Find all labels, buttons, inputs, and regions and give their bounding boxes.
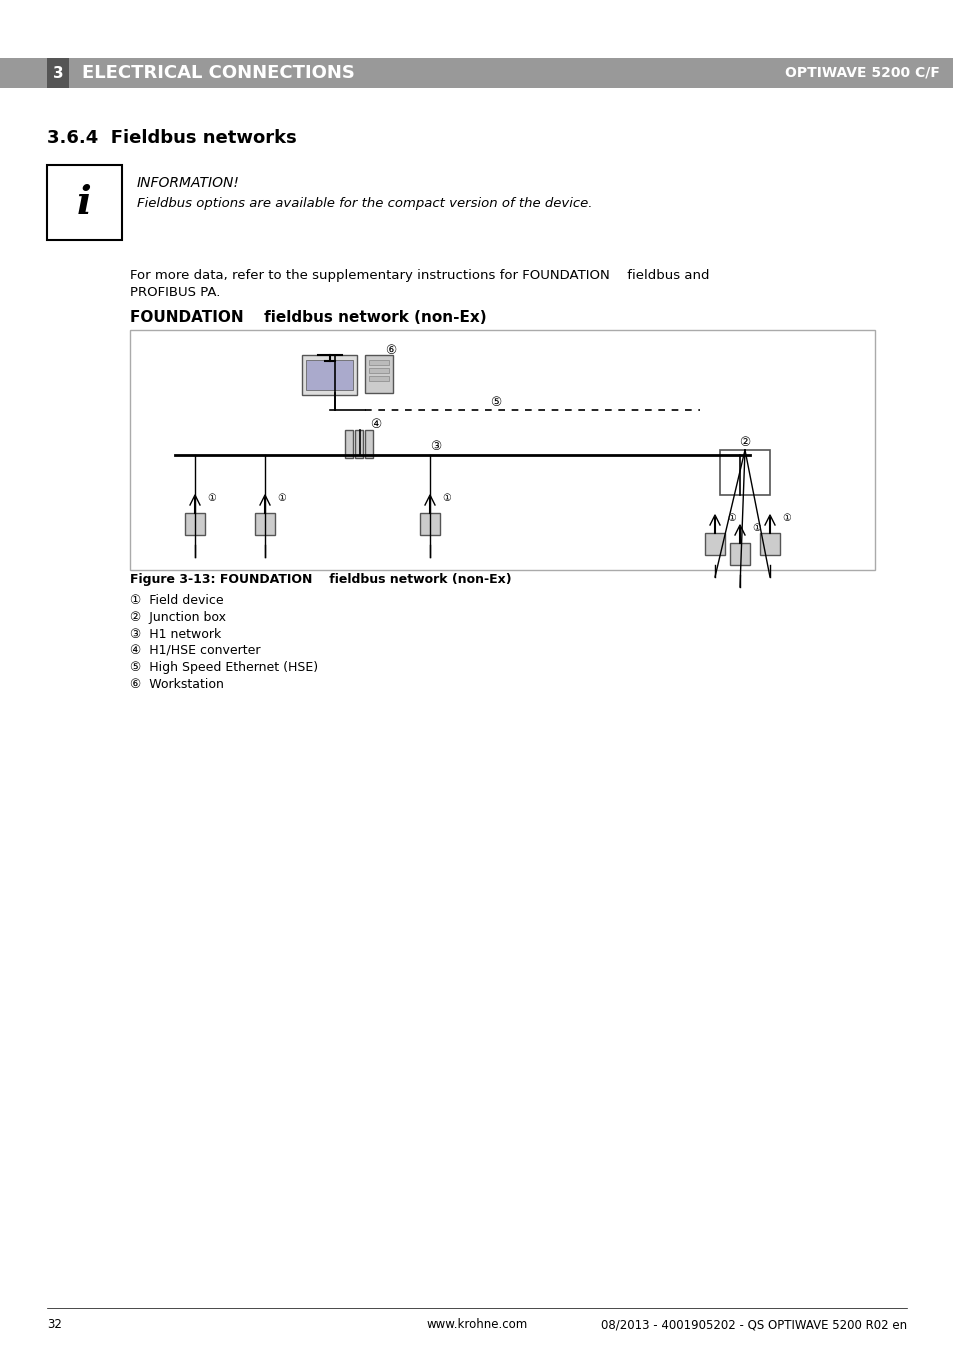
- Text: ①: ①: [276, 493, 286, 503]
- Text: For more data, refer to the supplementary instructions for FOUNDATION   fieldbus: For more data, refer to the supplementar…: [130, 269, 709, 281]
- Bar: [302, 355, 357, 394]
- Text: ④: ④: [370, 419, 381, 431]
- Bar: [254, 513, 274, 535]
- Text: ②  Junction box: ② Junction box: [130, 611, 226, 624]
- Bar: [760, 534, 780, 555]
- Text: Figure 3-13: FOUNDATION   fieldbus network (non-Ex): Figure 3-13: FOUNDATION fieldbus network…: [130, 574, 511, 586]
- Bar: [729, 543, 749, 565]
- Bar: [369, 376, 389, 381]
- Bar: [365, 430, 373, 458]
- Text: ⑥  Workstation: ⑥ Workstation: [130, 678, 224, 692]
- Text: ①: ①: [751, 523, 760, 534]
- Bar: [369, 359, 389, 365]
- Text: 3.6.4  Fieldbus networks: 3.6.4 Fieldbus networks: [47, 128, 296, 147]
- Bar: [419, 513, 439, 535]
- Bar: [185, 513, 205, 535]
- Text: www.krohne.com: www.krohne.com: [426, 1319, 527, 1332]
- Bar: [47, 165, 122, 240]
- Bar: [345, 430, 353, 458]
- Text: 32: 32: [47, 1319, 62, 1332]
- Bar: [704, 534, 724, 555]
- Text: ①: ①: [781, 513, 790, 523]
- Text: ①: ①: [207, 493, 215, 503]
- Bar: [720, 450, 769, 494]
- Text: FOUNDATION   fieldbus network (non-Ex): FOUNDATION fieldbus network (non-Ex): [130, 311, 486, 326]
- Text: ③: ③: [430, 440, 441, 454]
- Bar: [306, 359, 354, 390]
- Text: ⑤  High Speed Ethernet (HSE): ⑤ High Speed Ethernet (HSE): [130, 662, 317, 674]
- Text: ⑤: ⑤: [490, 396, 500, 408]
- Text: INFORMATION!: INFORMATION!: [137, 176, 240, 190]
- Text: OPTIWAVE 5200 C/F: OPTIWAVE 5200 C/F: [784, 66, 939, 80]
- Text: ④  H1/HSE converter: ④ H1/HSE converter: [130, 644, 260, 658]
- Text: ③  H1 network: ③ H1 network: [130, 627, 221, 640]
- Bar: [365, 355, 393, 393]
- Text: 08/2013 - 4001905202 - QS OPTIWAVE 5200 R02 en: 08/2013 - 4001905202 - QS OPTIWAVE 5200 …: [600, 1319, 906, 1332]
- Text: ①: ①: [441, 493, 450, 503]
- FancyBboxPatch shape: [47, 58, 69, 88]
- Text: ②: ②: [739, 435, 750, 449]
- FancyBboxPatch shape: [0, 58, 953, 88]
- Text: ①: ①: [726, 513, 735, 523]
- Text: i: i: [77, 184, 91, 222]
- Text: ⑥: ⑥: [385, 343, 395, 357]
- Text: PROFIBUS PA.: PROFIBUS PA.: [130, 285, 220, 299]
- Bar: [355, 430, 363, 458]
- Bar: [130, 330, 874, 570]
- Text: ①  Field device: ① Field device: [130, 593, 223, 607]
- Text: ELECTRICAL CONNECTIONS: ELECTRICAL CONNECTIONS: [82, 63, 355, 82]
- Bar: [369, 367, 389, 373]
- Text: 3: 3: [52, 65, 63, 81]
- Text: Fieldbus options are available for the compact version of the device.: Fieldbus options are available for the c…: [137, 196, 592, 209]
